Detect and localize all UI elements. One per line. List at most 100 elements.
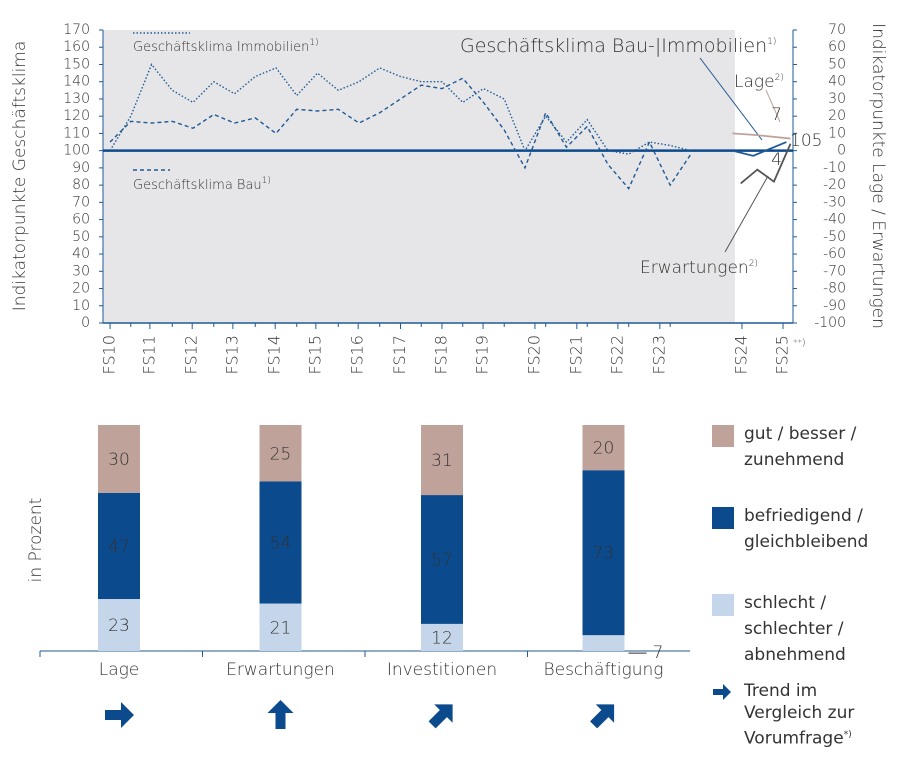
bar-segment bbox=[582, 425, 625, 471]
y-tick-label: 60 bbox=[72, 212, 90, 228]
series-name: Erwartungen bbox=[640, 258, 749, 278]
y2-tick-label: -10 bbox=[823, 160, 846, 176]
series-name: Geschäftsklima Immobilien bbox=[133, 40, 309, 55]
trend-arrow bbox=[428, 704, 453, 729]
y-tick-label: 0 bbox=[81, 315, 90, 331]
y-tick-label: 20 bbox=[72, 281, 90, 297]
trend-arrow bbox=[590, 704, 615, 729]
x-note: **) bbox=[793, 339, 806, 349]
series-annotation: Lage2) bbox=[734, 72, 784, 92]
value-label: 31 bbox=[431, 451, 453, 471]
y2-tick-label: 40 bbox=[828, 74, 846, 90]
value-label: 7 bbox=[653, 643, 664, 663]
trend-legend-text: Trend im Vergleich zur Vorumfrage bbox=[744, 681, 855, 749]
bar-segment bbox=[259, 481, 302, 604]
x-tick-label: FS24 bbox=[731, 335, 750, 374]
legend-trend-arrow bbox=[713, 684, 731, 700]
series-name: Geschäftsklima Bau-|Immobilien bbox=[460, 35, 767, 57]
footnote-mark: 1) bbox=[767, 37, 776, 47]
series-name: Lage bbox=[734, 72, 775, 92]
value-label: 30 bbox=[108, 450, 130, 470]
y-tick-label: 140 bbox=[63, 74, 90, 90]
trend-arrow bbox=[105, 702, 134, 728]
legend-swatch bbox=[712, 507, 734, 529]
x-tick-label: Beschäftigung bbox=[543, 660, 663, 680]
leader-line bbox=[724, 175, 769, 253]
bar-segment bbox=[582, 635, 625, 651]
x-tick-label: FS25 bbox=[773, 335, 792, 374]
y-tick-label: 80 bbox=[72, 177, 90, 193]
leader-line bbox=[699, 57, 763, 141]
y2-tick-label: -90 bbox=[823, 298, 846, 314]
trend-legend: Trend im Vergleich zur Vorumfrage*) bbox=[744, 680, 884, 750]
y2-tick-label: 0 bbox=[837, 143, 846, 159]
y2-tick-label: 60 bbox=[828, 39, 846, 55]
value-label: 12 bbox=[431, 628, 453, 648]
y2-tick-label: -60 bbox=[823, 246, 846, 262]
y2-tick-label: 20 bbox=[828, 108, 846, 124]
series-annotation: Geschäftsklima Bau-|Immobilien1) bbox=[460, 35, 776, 57]
x-tick-label: FS17 bbox=[390, 335, 409, 374]
y2-tick-label: -50 bbox=[823, 229, 846, 245]
shaded-region bbox=[103, 30, 735, 323]
footnote-mark: 2) bbox=[775, 73, 784, 83]
series-annotation: Geschäftsklima Immobilien1) bbox=[133, 38, 319, 55]
x-tick-label: FS18 bbox=[431, 335, 450, 374]
y2-tick-label: 30 bbox=[828, 91, 846, 107]
x-tick-label: FS20 bbox=[524, 335, 543, 374]
bar-segment bbox=[582, 470, 625, 636]
x-tick-label: FS15 bbox=[305, 335, 324, 374]
y-tick-label: 40 bbox=[72, 246, 90, 262]
y2-tick-label: 50 bbox=[828, 56, 846, 72]
legend-label: schlecht / schlechter / abnehmend bbox=[744, 593, 846, 665]
y-tick-label: 70 bbox=[72, 194, 90, 210]
y-tick-label: 150 bbox=[63, 56, 90, 72]
bar-segment bbox=[98, 425, 140, 493]
x-tick-label: FS14 bbox=[265, 335, 284, 374]
x-tick-label: FS19 bbox=[473, 335, 492, 374]
y2-tick-label: 70 bbox=[828, 22, 846, 38]
series-annotation: Geschäftsklima Bau1) bbox=[133, 176, 271, 193]
value-label: 73 bbox=[593, 544, 615, 564]
legend-swatch bbox=[712, 425, 734, 447]
y2-tick-label: -20 bbox=[823, 177, 846, 193]
y-tick-label: 100 bbox=[63, 143, 90, 159]
value-label: 47 bbox=[108, 537, 130, 557]
y2-axis-title: Indikatorpunkte Lage / Erwartungen bbox=[868, 23, 888, 329]
x-tick-label: FS21 bbox=[566, 335, 585, 374]
value-label: 25 bbox=[270, 444, 292, 464]
value-label: 7 bbox=[771, 105, 782, 125]
footnote-mark: *) bbox=[843, 730, 852, 740]
y-tick-label: 120 bbox=[63, 108, 90, 124]
value-label: 105 bbox=[790, 131, 822, 151]
value-label: 4 bbox=[771, 150, 782, 170]
x-tick-label: Lage bbox=[99, 660, 140, 680]
y2-tick-label: 10 bbox=[828, 125, 846, 141]
series-line bbox=[740, 143, 792, 185]
x-tick-label: Erwartungen bbox=[226, 660, 335, 680]
y2-tick-label: -100 bbox=[814, 315, 846, 331]
series-line bbox=[109, 63, 692, 155]
legend-label: gut / besser / zunehmend bbox=[744, 424, 857, 470]
series-line bbox=[732, 141, 787, 157]
footnote-mark: 2) bbox=[749, 259, 758, 269]
footnote-mark: 1) bbox=[262, 176, 271, 186]
y-tick-label: 30 bbox=[72, 263, 90, 279]
series-annotation: Erwartungen2) bbox=[640, 258, 758, 278]
series-line bbox=[732, 132, 791, 140]
x-tick-label: Investitionen bbox=[387, 660, 497, 680]
y-tick-label: 90 bbox=[72, 160, 90, 176]
y-tick-label: 110 bbox=[63, 125, 90, 141]
x-tick-label: FS16 bbox=[348, 335, 367, 374]
bar-segment bbox=[421, 495, 463, 624]
bar-segment bbox=[98, 492, 140, 600]
series-name: Geschäftsklima Bau bbox=[133, 178, 262, 193]
y-tick-label: 130 bbox=[63, 91, 90, 107]
y-axis-title: in Prozent bbox=[26, 498, 46, 583]
x-tick-label: FS11 bbox=[139, 335, 158, 374]
value-label: 57 bbox=[431, 550, 453, 570]
value-label: 54 bbox=[270, 534, 292, 554]
y-tick-label: 160 bbox=[63, 39, 90, 55]
y2-tick-label: -30 bbox=[823, 194, 846, 210]
